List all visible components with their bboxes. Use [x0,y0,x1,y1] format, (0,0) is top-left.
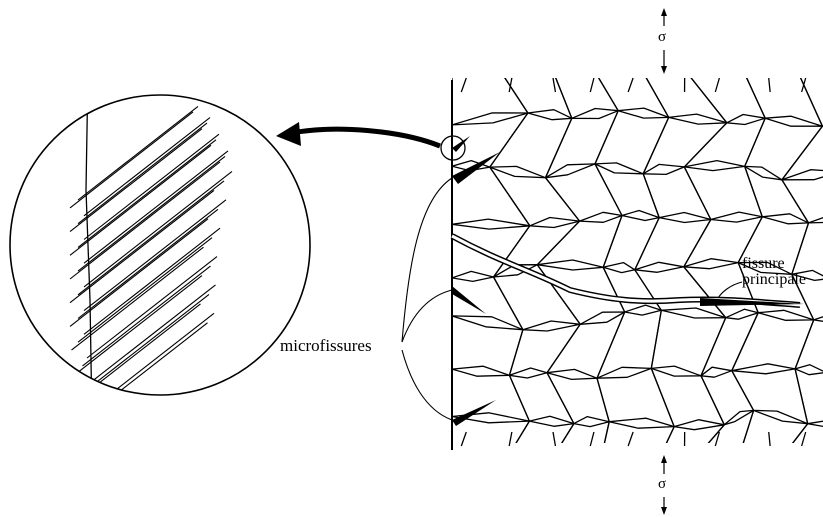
grain [561,415,610,443]
slip-band-line [69,128,203,233]
leader-microcrack-4 [401,349,453,421]
inset-grain-boundary [85,95,93,395]
slip-band-line [86,294,210,391]
grain [665,419,725,443]
load-arrow-bottom [661,455,667,515]
grain-edge-tick [552,431,557,447]
grain-edge-tick [800,431,807,447]
load-arrow-top [661,8,667,74]
grain [707,409,755,443]
magnify-arrow-head [276,122,301,146]
grain-edge-tick [552,77,557,93]
slip-band-line [77,105,199,201]
leader-microcrack-3 [401,289,453,343]
grain-edge-tick [768,77,771,93]
microfissures-label: microfissures [280,336,372,355]
slip-band-line [83,150,229,264]
grain-edge-tick [714,431,721,447]
grain-edge-tick [627,431,634,447]
grain-edge-tick [508,77,513,93]
grain [781,169,823,224]
slip-band-line [83,117,211,217]
sigma-label-bottom: σ [658,476,667,492]
microcrack-3 [452,286,486,314]
slip-band-line [83,133,220,240]
microcrack-1 [452,136,470,152]
grain-edge-tick [460,77,467,93]
grain [452,412,531,443]
slip-bands [69,105,233,395]
grain-edge-tick [460,431,467,447]
slip-band-line [80,303,201,395]
grain [634,211,712,273]
slip-band-line [77,139,217,248]
slip-band-line [77,208,219,319]
microcrack-2 [452,152,500,184]
polycrystal-specimen [450,77,823,450]
slip-band-line [69,161,221,280]
grain-edge-tick [714,77,721,93]
slip-band-line [91,322,208,395]
grain-edge-tick [627,77,634,93]
grain-edge-tick [589,77,595,93]
slip-band-line [83,227,221,335]
slip-band-line [75,275,203,375]
slip-band-line [77,122,208,225]
slip-band-line [77,237,213,343]
slip-band-line [83,171,233,288]
main-crack-label-line1: fissure [742,255,785,272]
grain [791,420,823,443]
grain-network [452,78,823,443]
slip-band-line [77,180,225,296]
grain [515,415,575,443]
slip-band-line [69,218,209,327]
magnify-arrow [276,122,466,161]
grain [452,78,529,126]
slip-band-line [69,189,215,304]
magnified-inset [9,94,311,396]
grain-edge-tick [800,77,807,93]
microfissure-leaders [401,177,743,421]
slip-band-line [83,199,227,312]
microcrack-4 [452,400,496,426]
magnifier-circle [9,94,311,396]
grain [603,417,675,443]
grain-edge-tick [768,431,771,447]
surface-microcracks [452,136,500,426]
grain-edge-tick [589,431,595,447]
slip-band-line [69,111,194,209]
leader-main-crack [717,281,743,299]
slip-band-line [86,256,218,359]
main-crack-tip [700,298,805,306]
main-crack-label-line2: principale [742,271,806,288]
grain [742,409,809,443]
sigma-label-top: σ [658,29,667,45]
slip-band-line [82,265,211,367]
slip-band-line [71,246,204,351]
leader-microcrack-2 [401,177,453,343]
grain-edge-tick [508,431,513,447]
slip-band-line [91,284,216,383]
slip-band-line [77,156,226,272]
surface-grain-ticks [460,77,807,447]
grain [799,78,823,127]
slip-band-line [69,144,212,256]
